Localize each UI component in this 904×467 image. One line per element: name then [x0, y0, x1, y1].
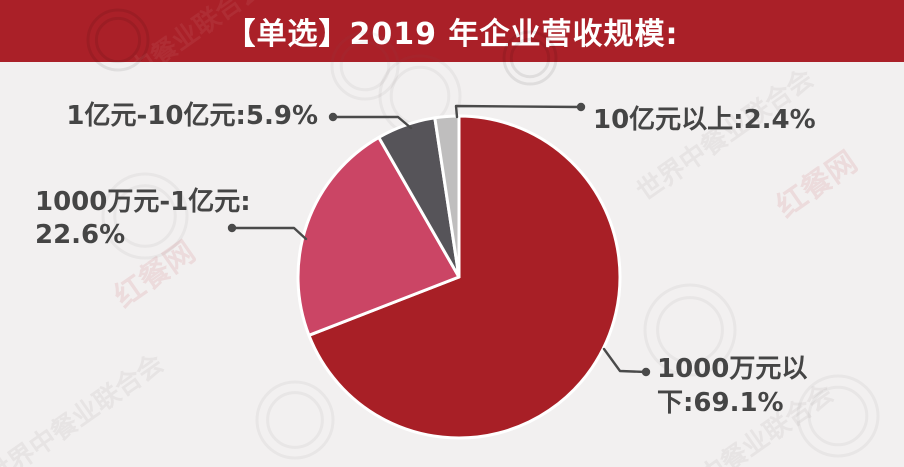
callout-10e-plus: 10亿元以上:2.4%: [593, 105, 816, 136]
watermark-emblem-circle: [113, 184, 177, 248]
leader-dot-1: [576, 102, 586, 112]
watermark-emblem-circle: [509, 37, 551, 79]
pie-slice-0: [307, 114, 622, 440]
watermark-emblem-circle: [101, 172, 189, 260]
callout-1e-10e: 1亿元-10亿元:5.9%: [38, 101, 318, 132]
leader-dot-2: [227, 223, 237, 233]
pie-slice-3: [433, 114, 461, 279]
callout-value: 22.6%: [35, 220, 126, 250]
callout-below-1000w: 1000万元以 下:69.1%: [657, 352, 807, 420]
watermark-emblem-circle: [86, 8, 150, 72]
callout-label: 10亿元以上:2.4%: [593, 105, 816, 135]
watermark-emblem-circle: [656, 296, 724, 364]
watermark-emblem-circle: [807, 385, 869, 447]
watermark-emblem-circle: [339, 40, 391, 92]
leader-line-2: [230, 226, 308, 241]
leader-dot-0: [328, 112, 338, 122]
pie-slice-1: [296, 135, 461, 337]
watermark-emblem-circle: [94, 16, 142, 64]
callout-label: 1000万元-1亿元:: [35, 187, 251, 217]
leader-line-0: [331, 115, 413, 130]
watermark-emblem-circle: [643, 283, 737, 377]
callout-value: 下:69.1%: [657, 388, 784, 418]
callout-label: 1亿元-10亿元:5.9%: [66, 101, 318, 131]
watermark-emblem-circle: [266, 391, 324, 449]
watermark-emblem-circle: [330, 31, 400, 101]
leader-dot-3: [641, 367, 651, 377]
leader-line-3: [602, 347, 648, 374]
watermark-emblem-circle: [502, 30, 558, 86]
leader-line-1: [454, 104, 583, 119]
watermark-emblem-circle: [255, 380, 335, 460]
watermark-emblem-circle: [796, 374, 880, 458]
page-title: 【单选】2019 年企业营收规模:: [225, 17, 679, 52]
callout-1000w-1e: 1000万元-1亿元: 22.6%: [35, 186, 251, 252]
title-bar: 世界中餐业联合会 【单选】2019 年企业营收规模:: [0, 0, 904, 116]
callout-label: 1000万元以: [657, 354, 808, 384]
